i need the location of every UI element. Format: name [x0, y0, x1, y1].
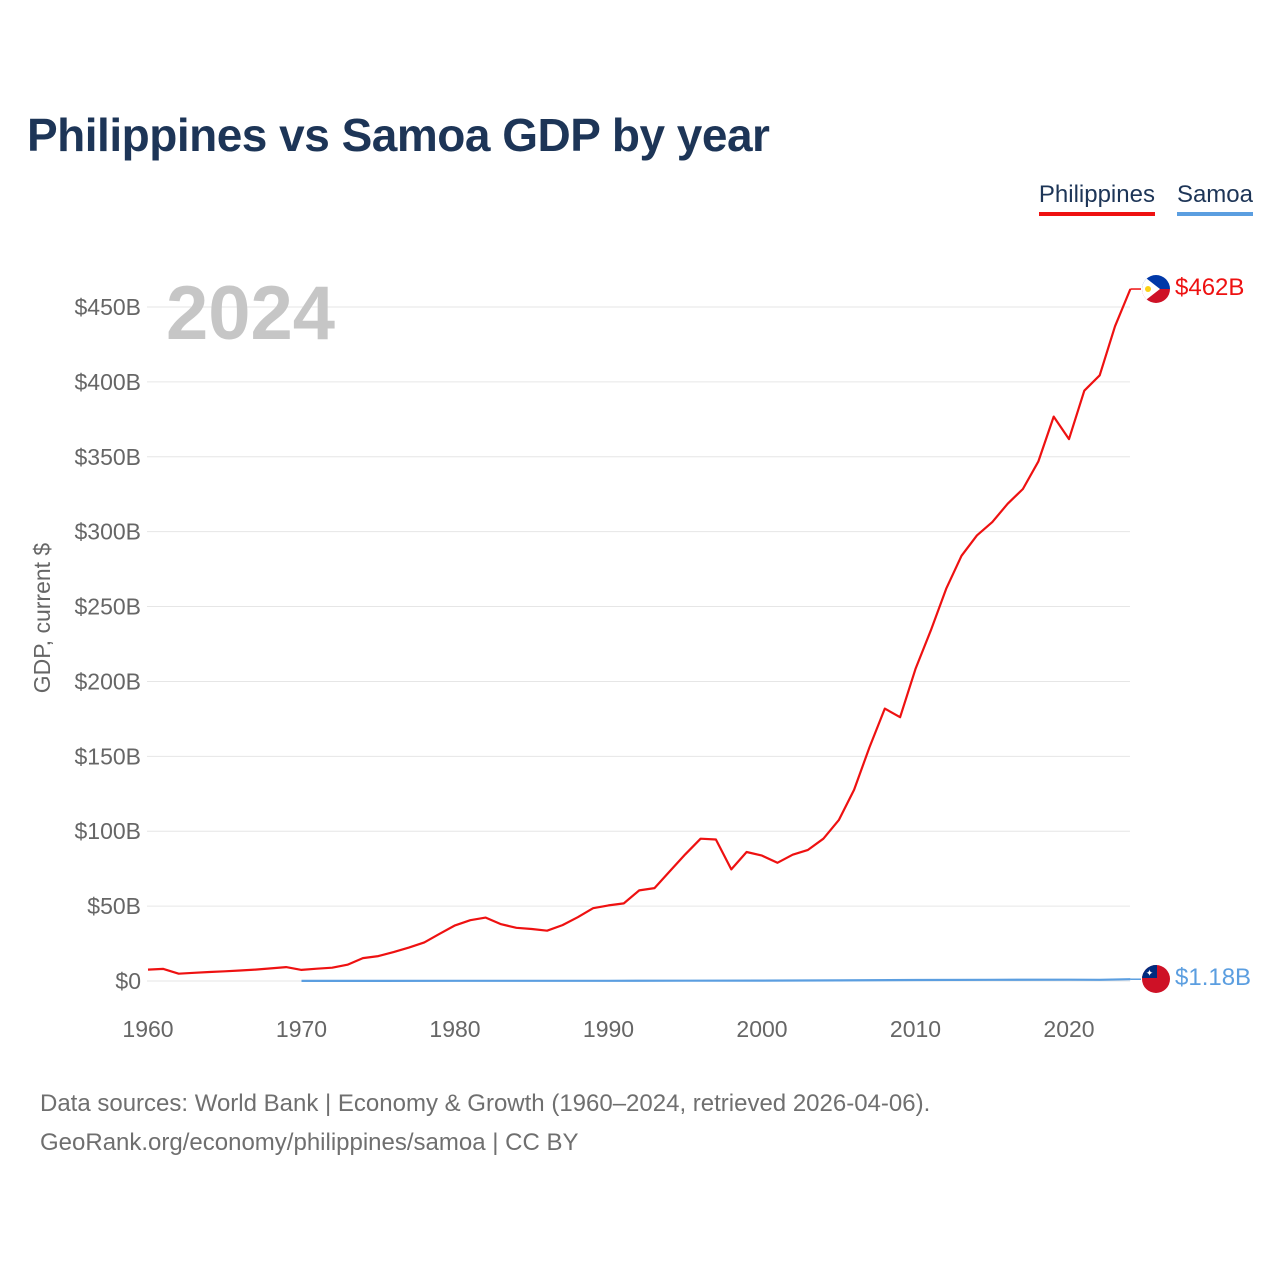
- x-tick-label: 1970: [276, 1016, 327, 1042]
- philippines-end-label: $462B: [1175, 274, 1244, 301]
- year-label: 2024: [166, 271, 335, 356]
- page-title: Philippines vs Samoa GDP by year: [27, 109, 770, 161]
- x-axis-ticks: 1960 1970 1980 1990 2000 2010 2020: [122, 1016, 1094, 1042]
- y-tick-label: $300B: [74, 519, 141, 545]
- gridlines: [147, 306, 1130, 982]
- legend-philippines[interactable]: Philippines: [1038, 181, 1155, 216]
- attribution-line: GeoRank.org/economy/philippines/samoa | …: [40, 1129, 579, 1156]
- philippines-series-line: [147, 288, 1132, 975]
- y-tick-label: $250B: [74, 594, 141, 620]
- philippines-flag-icon: [1142, 275, 1170, 303]
- legend: Philippines Samoa: [1038, 181, 1253, 216]
- legend-samoa[interactable]: Samoa: [1176, 181, 1253, 216]
- y-axis-label: GDP, current $: [29, 543, 55, 694]
- x-tick-label: 1980: [429, 1016, 480, 1042]
- y-tick-label: $450B: [74, 294, 141, 320]
- y-tick-label: $50B: [87, 893, 141, 919]
- samoa-end-label: $1.18B: [1175, 964, 1251, 991]
- x-tick-label: 2010: [890, 1016, 941, 1042]
- x-tick-label: 1990: [583, 1016, 634, 1042]
- y-tick-label: $150B: [74, 743, 141, 769]
- footer: Data sources: World Bank | Economy & Gro…: [40, 1084, 930, 1162]
- y-tick-label: $100B: [74, 818, 141, 844]
- series-lines: [147, 288, 1141, 983]
- x-tick-label: 1960: [122, 1016, 173, 1042]
- y-tick-label: $200B: [74, 668, 141, 694]
- y-tick-label: $350B: [74, 444, 141, 470]
- svg-text:✦: ✦: [1146, 969, 1154, 979]
- samoa-flag-icon: ✦: [1142, 965, 1170, 993]
- source-line: Data sources: World Bank | Economy & Gro…: [40, 1090, 931, 1117]
- x-tick-label: 2020: [1043, 1016, 1094, 1042]
- x-tick-label: 2000: [736, 1016, 787, 1042]
- samoa-series-line: [301, 978, 1131, 983]
- y-axis-ticks: $0 $50B $100B $150B $200B $250B $300B $350B $400…: [74, 294, 141, 994]
- y-tick-label: $400B: [74, 369, 141, 395]
- y-tick-label: $0: [115, 968, 141, 994]
